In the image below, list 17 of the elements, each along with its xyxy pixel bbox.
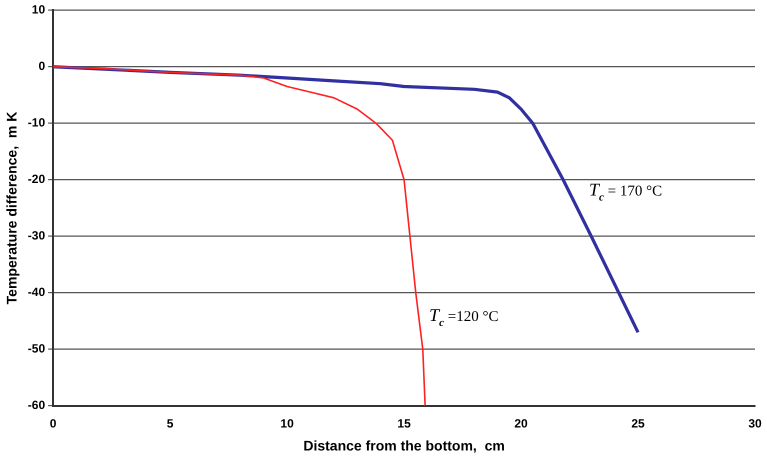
- x-tick-label: 5: [166, 416, 174, 430]
- y-axis-title: Temperature difference, m K: [3, 112, 20, 304]
- y-tick-label: -40: [28, 285, 46, 300]
- x-tick-label: 20: [514, 416, 528, 430]
- y-tick-label: 0: [38, 59, 46, 74]
- x-tick-label: 30: [748, 416, 762, 430]
- y-tick-label: -60: [28, 398, 46, 412]
- y-tick-label: 10: [32, 2, 46, 17]
- y-tick-label: -30: [28, 228, 46, 243]
- y-tick-label: -10: [28, 116, 46, 130]
- x-axis-title: Distance from the bottom, cm: [303, 437, 505, 454]
- y-tick-label: -20: [28, 172, 46, 186]
- x-tick-label: 25: [631, 416, 646, 430]
- x-tick-label: 10: [280, 416, 294, 430]
- x-tick-label: 0: [50, 416, 57, 430]
- x-tick-label: 15: [397, 416, 412, 430]
- y-tick-label: -50: [28, 342, 46, 356]
